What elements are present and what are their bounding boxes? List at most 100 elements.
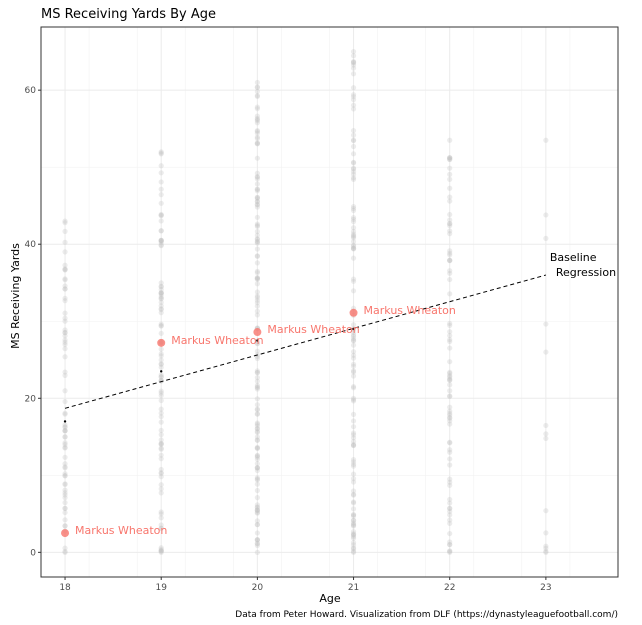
data-point: [543, 435, 549, 442]
data-point: [350, 522, 357, 528]
data-point: [254, 355, 260, 362]
data-point: [350, 102, 357, 108]
data-point: [62, 267, 68, 273]
data-point: [254, 228, 260, 235]
data-point: [62, 346, 68, 352]
data-point: [158, 228, 164, 234]
data-point: [254, 341, 260, 347]
data-point: [350, 53, 357, 59]
data-point: [254, 84, 260, 90]
data-point: [447, 418, 453, 424]
data-point: [62, 500, 68, 506]
data-point: [254, 186, 260, 192]
data-point: [350, 243, 357, 249]
data-point: [254, 542, 260, 549]
data-point: [254, 268, 260, 274]
data-point: [447, 198, 453, 204]
x-tick-label: 19: [155, 583, 167, 593]
data-point: [447, 270, 453, 276]
data-point: [350, 534, 357, 540]
data-point: [158, 397, 164, 404]
data-point: [447, 171, 453, 177]
data-point: [350, 216, 357, 222]
data-point: [62, 434, 68, 440]
data-point: [254, 396, 260, 402]
data-point: [254, 518, 260, 524]
data-point: [158, 323, 164, 329]
data-point: [158, 299, 164, 305]
data-point: [62, 461, 68, 467]
data-point: [350, 398, 357, 404]
data-point: [158, 291, 164, 297]
data-point: [254, 537, 260, 543]
data-point: [350, 231, 357, 237]
data-point: [350, 385, 357, 391]
data-point: [350, 165, 357, 171]
data-point: [447, 462, 453, 468]
data-point: [350, 138, 357, 144]
data-point: [254, 303, 260, 309]
data-point: [62, 329, 68, 336]
data-point: [350, 532, 357, 538]
regression-line: [64, 274, 547, 409]
data-point: [158, 237, 164, 243]
baseline-point: [352, 327, 355, 331]
data-point: [158, 294, 164, 300]
data-point: [158, 545, 164, 551]
data-point: [254, 507, 260, 513]
highlight-point: [253, 328, 262, 337]
data-point: [447, 333, 453, 339]
data-point: [158, 456, 164, 462]
data-point: [350, 337, 357, 343]
data-point: [158, 357, 164, 363]
data-point: [254, 118, 260, 124]
data-point: [254, 275, 260, 281]
data-point: [158, 242, 164, 248]
data-point: [62, 266, 68, 272]
data-point: [62, 315, 68, 321]
data-point: [158, 419, 164, 425]
data-point: [543, 543, 549, 549]
data-point: [350, 62, 357, 68]
data-point: [254, 476, 260, 482]
data-point: [254, 437, 260, 443]
data-point: [62, 428, 68, 434]
data-point: [254, 487, 260, 494]
data-point: [254, 214, 260, 220]
data-point: [254, 300, 260, 306]
data-point: [254, 509, 260, 515]
data-point: [350, 233, 357, 240]
data-point: [254, 92, 260, 99]
data-point: [254, 402, 260, 408]
data-point: [447, 248, 453, 254]
data-point: [158, 290, 164, 296]
data-point: [447, 414, 453, 421]
data-point: [62, 220, 68, 226]
data-point: [158, 406, 164, 412]
data-point: [350, 255, 357, 261]
data-point: [350, 459, 357, 465]
data-point: [254, 312, 260, 318]
data-point: [158, 287, 164, 293]
data-point: [158, 361, 164, 367]
data-point: [62, 330, 68, 336]
data-point: [158, 237, 164, 244]
data-point: [350, 512, 357, 518]
data-point: [62, 422, 68, 428]
data-point: [158, 228, 164, 234]
data-point: [254, 201, 260, 208]
data-point: [158, 186, 164, 192]
data-point: [350, 137, 357, 143]
baseline-point: [256, 339, 259, 342]
data-point: [62, 445, 68, 451]
data-point: [254, 456, 260, 462]
data-point: [158, 441, 164, 447]
data-point: [254, 198, 260, 205]
data-point: [447, 500, 453, 506]
data-point: [254, 465, 260, 471]
data-point: [254, 378, 260, 384]
data-point: [350, 532, 357, 538]
data-point: [350, 355, 357, 361]
data-point: [62, 410, 68, 416]
y-axis-title: MS Receiving Yards: [9, 243, 22, 349]
